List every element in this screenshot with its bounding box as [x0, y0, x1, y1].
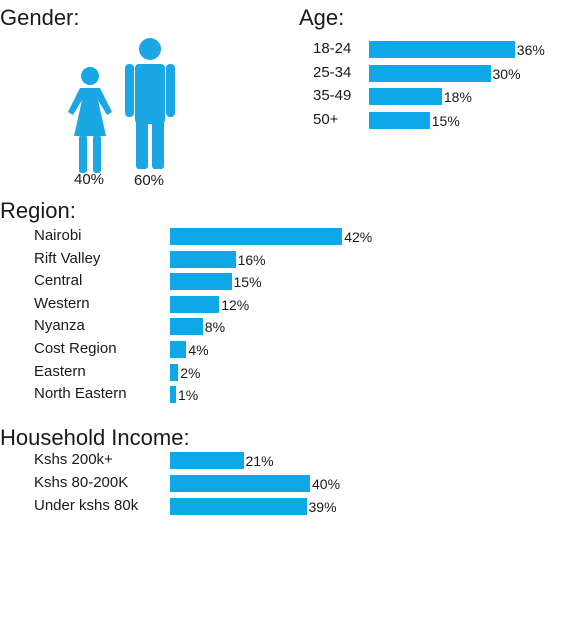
age-category-label: 25-34 [313, 63, 352, 81]
income-bar [170, 452, 244, 469]
region-category-label: Eastern [34, 362, 86, 380]
region-category-label: Central [34, 272, 83, 290]
region-bar [170, 228, 343, 245]
age-bar [369, 64, 491, 82]
age-title: Age: [299, 5, 345, 30]
region-bar [170, 386, 176, 404]
male-percent-label: 60% [134, 172, 165, 189]
income-value-label: 40% [312, 476, 341, 492]
region-value-label: 12% [221, 296, 250, 313]
region-value-label: 8% [204, 319, 226, 336]
region-value-label: 16% [237, 251, 266, 268]
age-bar [369, 111, 430, 129]
income-value-label: 39% [308, 499, 337, 515]
region-bar [170, 318, 203, 336]
income-bar [170, 498, 307, 515]
age-value-label: 30% [492, 65, 521, 82]
region-value-label: 42% [344, 229, 373, 245]
region-category-label: Nairobi [34, 227, 82, 244]
region-category-label: Cost Region [34, 340, 117, 357]
female-percent-label: 40% [74, 171, 105, 188]
region-title: Region: [0, 198, 76, 223]
region-value-label: 2% [180, 364, 201, 381]
age-value-label: 36% [516, 42, 545, 58]
region-category-label: Rift Valley [34, 249, 101, 267]
region-category-label: North Eastern [34, 385, 127, 403]
income-bar [170, 475, 310, 492]
income-category-label: Under kshs 80k [34, 497, 139, 514]
age-value-label: 15% [431, 112, 460, 129]
male-figure-icon [125, 38, 175, 169]
household-income-title: Household Income: [0, 425, 190, 450]
region-category-label: Nyanza [34, 317, 85, 335]
region-value-label: 4% [188, 342, 209, 358]
region-category-label: Western [34, 294, 90, 312]
age-bar [369, 41, 515, 58]
region-bar [170, 295, 220, 313]
income-category-label: Kshs 200k+ [34, 451, 113, 468]
female-figure-icon [68, 67, 112, 173]
region-value-label: 1% [178, 387, 199, 404]
region-value-label: 15% [233, 274, 262, 291]
age-value-label: 18% [443, 89, 472, 105]
region-bar [170, 273, 232, 291]
age-category-label: 50+ [313, 110, 339, 128]
income-category-label: Kshs 80-200K [34, 474, 129, 491]
income-value-label: 21% [245, 453, 274, 469]
gender-title: Gender: [0, 5, 80, 30]
region-bar [170, 250, 236, 268]
age-category-label: 35-49 [313, 87, 352, 104]
age-bar [369, 88, 442, 105]
region-bar [170, 363, 179, 381]
age-category-label: 18-24 [313, 40, 352, 57]
region-bar [170, 341, 187, 358]
